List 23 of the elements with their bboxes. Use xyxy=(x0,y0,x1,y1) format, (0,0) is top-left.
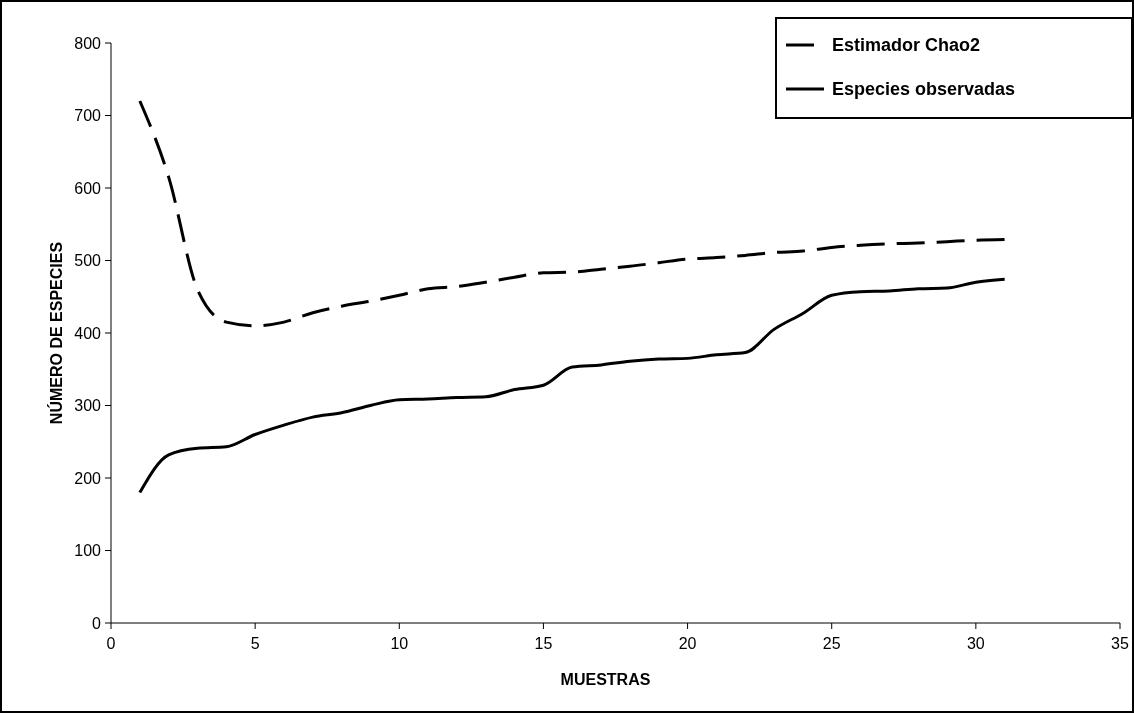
y-tick-label: 800 xyxy=(74,34,102,52)
legend-label: Especies observadas xyxy=(832,79,1016,100)
y-tick-label: 200 xyxy=(74,469,102,487)
line-series xyxy=(138,99,1007,328)
y-tick-label: 100 xyxy=(74,542,102,560)
y-tick-label: 0 xyxy=(92,614,102,632)
x-tick-label: 5 xyxy=(250,635,260,652)
x-axis-title: MUESTRAS xyxy=(560,671,651,688)
y-tick-label: 500 xyxy=(74,252,102,270)
y-tick-label: 700 xyxy=(74,107,102,125)
x-tick-label: 10 xyxy=(390,635,409,652)
x-tick-label: 15 xyxy=(534,635,553,652)
y-tick-label: 600 xyxy=(74,179,102,197)
x-tick-label: 20 xyxy=(678,635,697,652)
legend-label: Estimador Chao2 xyxy=(832,35,981,56)
line-series xyxy=(138,277,1007,494)
x-tick-label: 0 xyxy=(106,635,116,652)
x-tick-label: 25 xyxy=(822,635,841,652)
x-tick-label: 30 xyxy=(966,635,985,652)
y-axis-title: NÚMERO DE ESPECIES xyxy=(47,241,65,425)
y-tick-label: 300 xyxy=(74,397,102,415)
y-tick-label: 400 xyxy=(74,324,102,342)
x-tick-label: 35 xyxy=(1111,635,1129,652)
